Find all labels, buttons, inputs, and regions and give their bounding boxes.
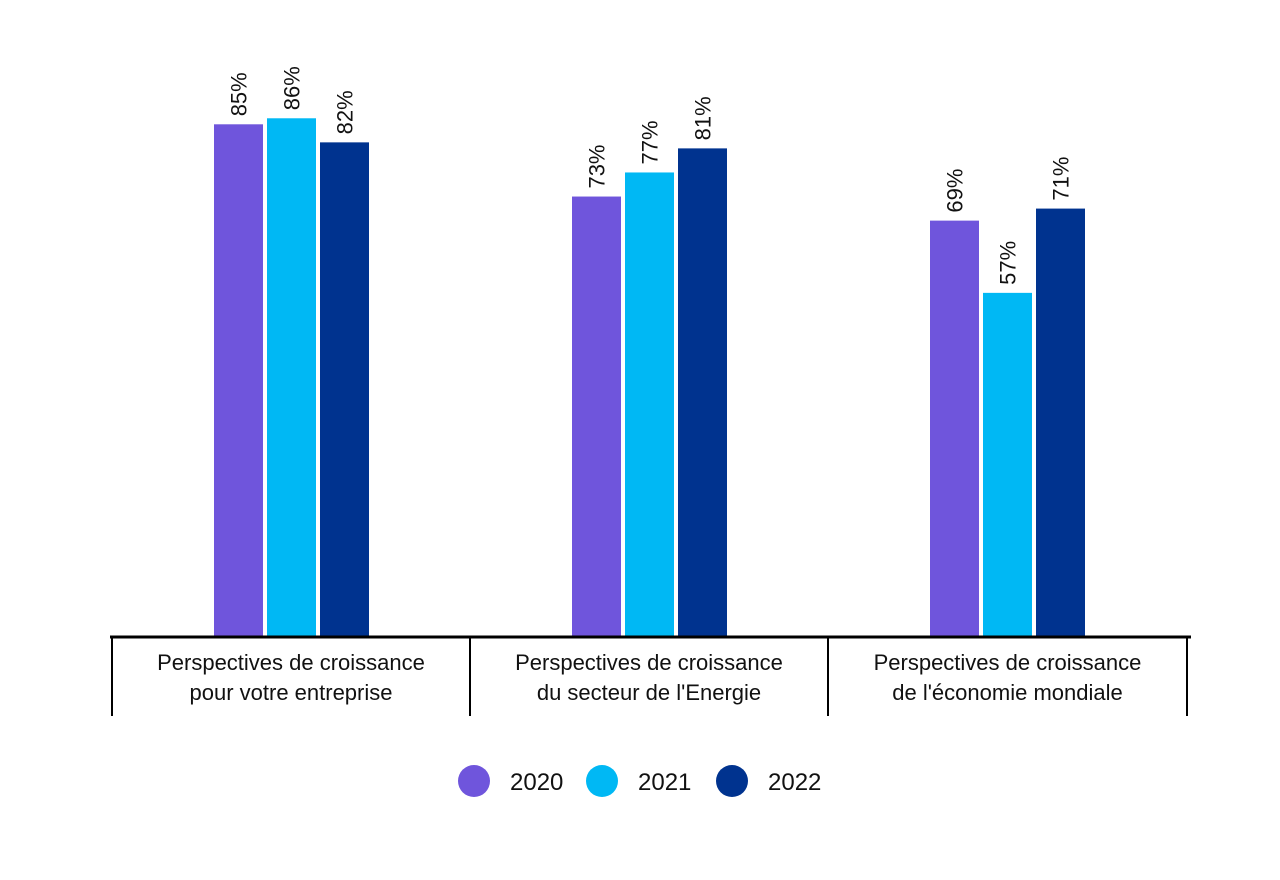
category-label: Perspectives de croissance: [874, 650, 1142, 675]
bar-2022-group-3: [1036, 208, 1085, 636]
value-label: 86%: [280, 66, 305, 110]
bar-2020-group-3: [930, 220, 979, 636]
bar-2022-group-2: [678, 148, 727, 636]
value-label: 81%: [691, 96, 716, 140]
bar-2021-group-1: [267, 118, 316, 636]
bar-2021-group-3: [983, 292, 1032, 636]
category-label: Perspectives de croissance: [515, 650, 783, 675]
category-label: pour votre entreprise: [190, 680, 393, 705]
bar-2021-group-2: [625, 172, 674, 636]
value-label: 85%: [227, 72, 252, 116]
value-label: 71%: [1049, 157, 1074, 201]
legend: 2020 2021 2022: [458, 765, 821, 797]
category-label: Perspectives de croissance: [157, 650, 425, 675]
legend-marker-2021: [586, 765, 618, 797]
value-label: 57%: [996, 241, 1021, 285]
legend-label-2020: 2020: [510, 769, 563, 796]
category-label: du secteur de l'Energie: [537, 680, 761, 705]
bar-2022-group-1: [320, 142, 369, 637]
value-label: 82%: [333, 90, 358, 134]
value-labels-layer: 85% 86% 82% 73% 77% 81% 69% 57% 71%: [227, 66, 1074, 285]
value-label: 69%: [943, 169, 968, 213]
legend-marker-2022: [716, 765, 748, 797]
category-label: de l'économie mondiale: [892, 680, 1122, 705]
value-label: 77%: [638, 120, 663, 164]
legend-marker-2020: [458, 765, 490, 797]
value-label: 73%: [585, 144, 610, 188]
legend-label-2022: 2022: [768, 769, 821, 796]
bars-layer: [214, 118, 1085, 637]
legend-label-2021: 2021: [638, 769, 691, 796]
bar-2020-group-1: [214, 124, 263, 637]
bar-2020-group-2: [572, 196, 621, 637]
category-labels-layer: Perspectives de croissance pour votre ent…: [111, 637, 1188, 716]
